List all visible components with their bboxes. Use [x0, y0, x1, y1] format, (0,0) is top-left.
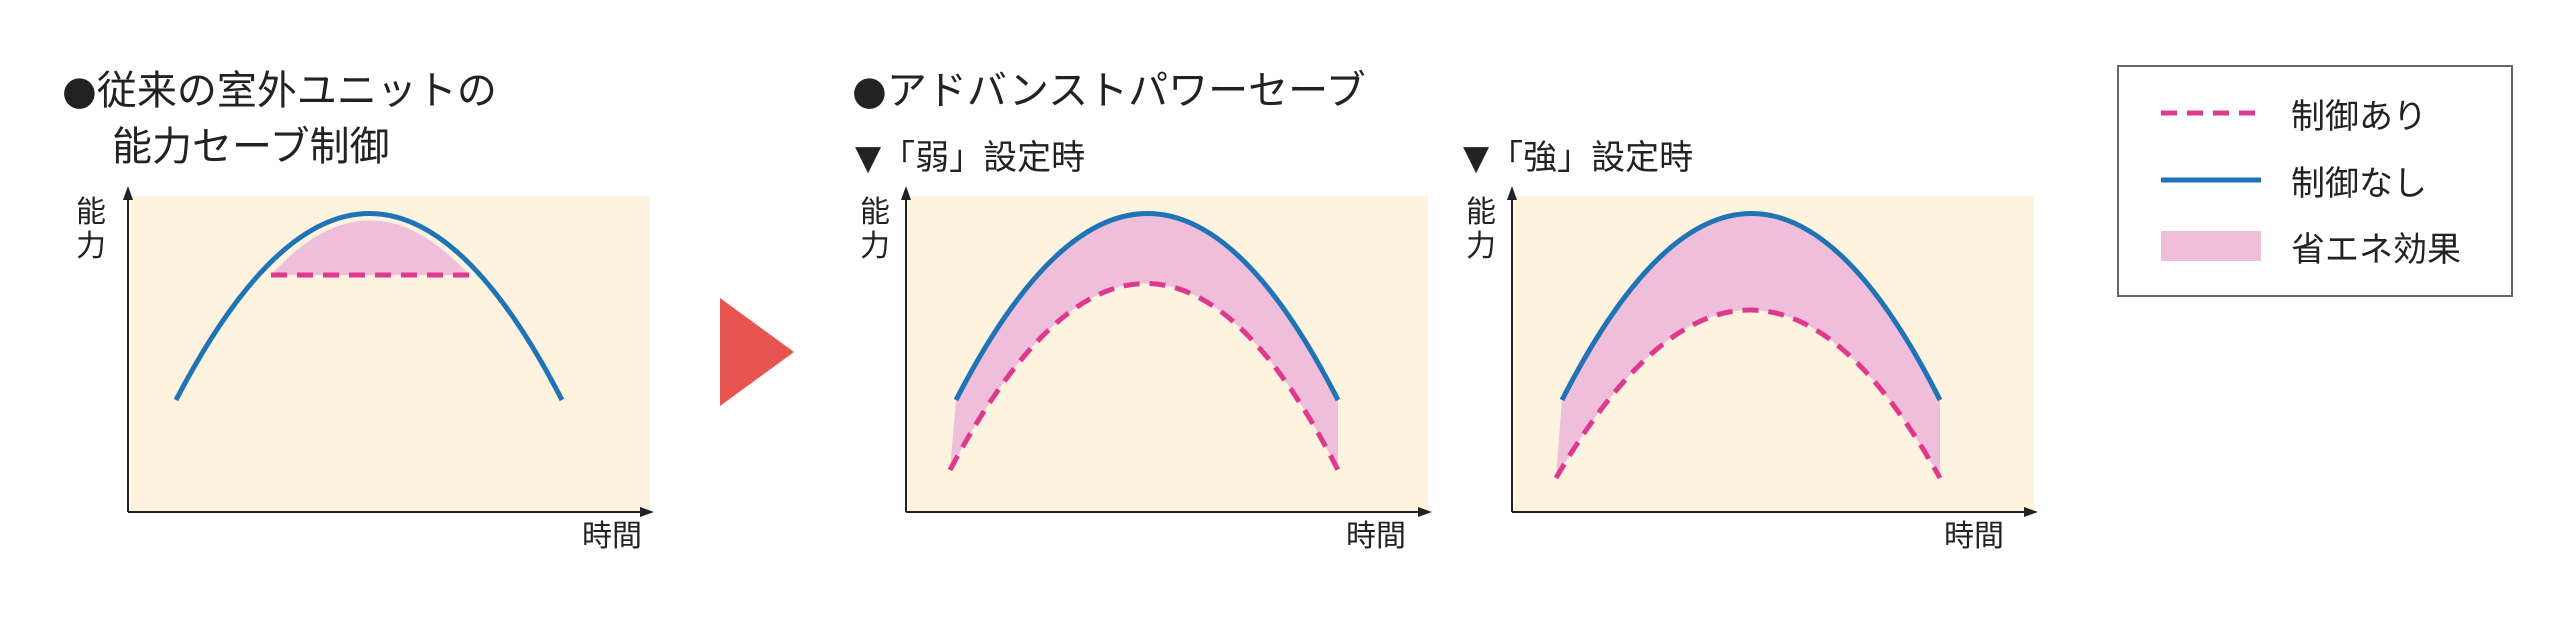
left-heading-line2: 能力セーブ制御 — [112, 124, 390, 170]
y-axis-arrowhead — [1507, 186, 1517, 200]
legend-label: 制御あり — [2291, 96, 2427, 137]
strong-x-axis-label: 時間 — [1944, 519, 2004, 554]
legend-label: 制御なし — [2291, 163, 2427, 204]
weak-y-axis-label: 能 力 — [860, 196, 890, 264]
left-heading-line1: ●従来の室外ユニットの — [62, 68, 497, 114]
legend-label: 省エネ効果 — [2291, 229, 2461, 270]
legend-item-without-control: 制御なし — [2161, 155, 2427, 205]
y-label-char: 能 — [76, 195, 106, 230]
solid-line-swatch-icon — [2161, 177, 2261, 183]
curve-without-control — [1559, 211, 1943, 402]
curve-with-control — [947, 281, 1341, 472]
fill-swatch-icon — [2161, 231, 2261, 261]
weak-x-axis-label: 時間 — [1346, 519, 1406, 554]
curve-with-control — [1553, 307, 1943, 480]
strong-chart — [1507, 186, 2038, 517]
legend-item-with-control: 制御あり — [2161, 88, 2427, 138]
left-x-axis-label: 時間 — [582, 519, 642, 554]
transition-arrow-icon — [720, 298, 794, 406]
strong-y-axis-label: 能 力 — [1466, 196, 1496, 264]
x-axis-arrowhead — [1418, 507, 1432, 517]
legend-item-energy-saving: 省エネ効果 — [2161, 221, 2461, 271]
y-label-char: 能 — [1466, 195, 1496, 230]
y-label-char: 力 — [1466, 229, 1496, 264]
dashed-line-swatch-icon — [2161, 110, 2261, 116]
saving-area — [1556, 213, 1940, 478]
y-label-char: 力 — [76, 229, 106, 264]
y-label-char: 力 — [860, 229, 890, 264]
x-axis-arrowhead — [640, 507, 654, 517]
weak-chart — [901, 186, 1432, 517]
curve-without-control — [173, 211, 565, 402]
strong-subheading: ▼「強」設定時 — [1463, 138, 1694, 178]
y-axis-arrowhead — [123, 186, 133, 200]
left-y-axis-label: 能 力 — [76, 196, 106, 264]
weak-subheading: ▼「弱」設定時 — [855, 138, 1086, 178]
y-axis-arrowhead — [901, 186, 911, 200]
x-axis-arrowhead — [2024, 507, 2038, 517]
saving-area — [950, 213, 1338, 470]
y-label-char: 能 — [860, 195, 890, 230]
left-chart — [123, 186, 654, 517]
legend: 制御あり 制御なし 省エネ効果 — [2117, 65, 2513, 297]
curve-without-control — [953, 211, 1341, 402]
right-heading: ●アドバンストパワーセーブ — [852, 68, 1366, 114]
saving-area — [271, 220, 469, 275]
